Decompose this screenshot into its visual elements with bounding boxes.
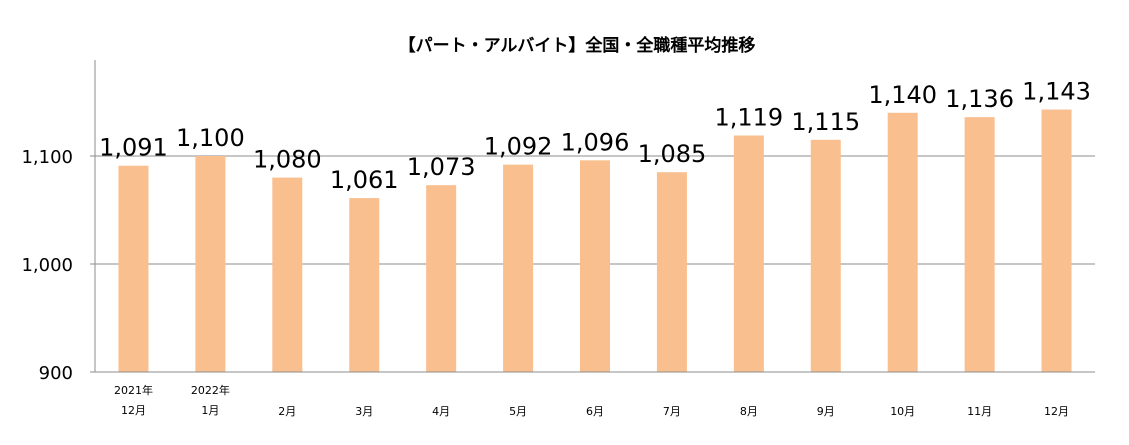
x-tick-label: 3月 — [355, 405, 373, 418]
bar — [810, 139, 841, 372]
x-tick-label: 7月 — [663, 405, 681, 418]
bar — [580, 160, 610, 372]
data-label: 1,115 — [791, 108, 860, 136]
x-tick-label: 5月 — [509, 405, 527, 418]
bar — [1041, 109, 1072, 372]
data-label: 1,091 — [99, 134, 168, 162]
data-label: 1,080 — [253, 146, 322, 174]
data-labels: 1,091 1,100 1,080 1,061 1,073 1,092 1,096 1,085… — [99, 78, 1091, 195]
data-label: 1,100 — [176, 124, 245, 152]
x-tick-label: 12月 — [121, 404, 146, 417]
x-tick-label: 12月 — [1044, 405, 1069, 418]
x-tick-label: 2021年 — [114, 383, 153, 397]
x-tick-label: 2月 — [278, 405, 296, 418]
data-label: 1,136 — [945, 85, 1014, 113]
x-tick-label: 1月 — [201, 404, 219, 417]
x-tick-label: 8月 — [740, 405, 758, 418]
x-tick-label: 4月 — [432, 405, 450, 418]
bar — [426, 185, 457, 372]
data-label: 1,119 — [714, 103, 783, 131]
bars — [118, 109, 1072, 373]
bar — [195, 156, 226, 372]
data-label: 1,096 — [561, 128, 630, 156]
data-label: 1,085 — [638, 140, 707, 168]
bar — [118, 165, 149, 372]
x-tick-label: 11月 — [967, 405, 992, 418]
bar — [887, 112, 918, 373]
bar — [503, 164, 534, 372]
x-tick-label: 10月 — [890, 405, 915, 418]
data-label: 1,140 — [868, 81, 937, 109]
bar — [349, 198, 380, 372]
y-axis-ticks: 900 1,000 1,100 — [21, 147, 73, 384]
x-tick-label: 2022年 — [191, 383, 230, 397]
bar — [733, 135, 764, 372]
y-tick-label: 900 — [39, 363, 73, 384]
bar — [272, 177, 303, 372]
bar — [964, 117, 995, 373]
axes — [90, 60, 1095, 373]
y-tick-label: 1,100 — [21, 147, 73, 168]
y-tick-label: 1,000 — [21, 255, 73, 276]
data-label: 1,073 — [407, 153, 476, 181]
data-label: 1,061 — [330, 166, 399, 194]
bar — [656, 172, 687, 372]
data-label: 1,092 — [484, 133, 553, 161]
x-tick-label: 6月 — [586, 405, 604, 418]
x-tick-label: 9月 — [817, 405, 835, 418]
x-axis-ticks: 2021年 12月 2022年 1月 2月 3月 4月 5月 6月 7月 8月 9月 10月 11月 12月 — [114, 383, 1069, 418]
chart-title: 【パート・アルバイト】全国・全職種平均推移 — [399, 35, 756, 56]
data-label: 1,143 — [1022, 78, 1091, 106]
